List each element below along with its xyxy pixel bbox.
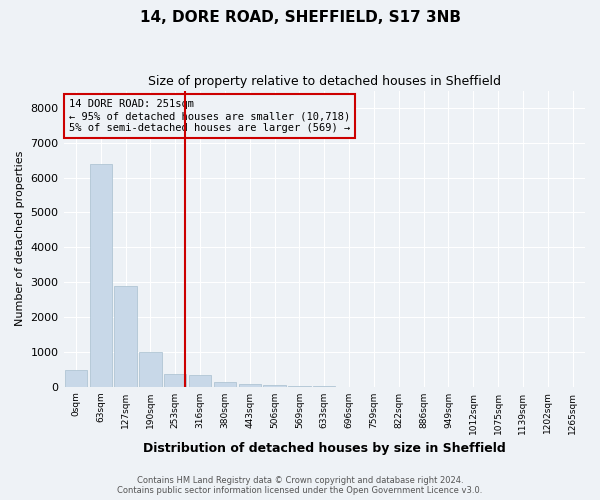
Bar bbox=[115, 286, 137, 386]
X-axis label: Distribution of detached houses by size in Sheffield: Distribution of detached houses by size … bbox=[143, 442, 506, 455]
Bar bbox=[263, 385, 286, 386]
Text: 14 DORE ROAD: 251sqm
← 95% of detached houses are smaller (10,718)
5% of semi-de: 14 DORE ROAD: 251sqm ← 95% of detached h… bbox=[69, 100, 350, 132]
Bar bbox=[214, 382, 236, 386]
Bar bbox=[164, 374, 187, 386]
Text: Contains HM Land Registry data © Crown copyright and database right 2024.
Contai: Contains HM Land Registry data © Crown c… bbox=[118, 476, 482, 495]
Bar bbox=[89, 164, 112, 386]
Y-axis label: Number of detached properties: Number of detached properties bbox=[15, 151, 25, 326]
Title: Size of property relative to detached houses in Sheffield: Size of property relative to detached ho… bbox=[148, 75, 501, 88]
Text: 14, DORE ROAD, SHEFFIELD, S17 3NB: 14, DORE ROAD, SHEFFIELD, S17 3NB bbox=[139, 10, 461, 25]
Bar bbox=[239, 384, 261, 386]
Bar bbox=[139, 352, 161, 386]
Bar bbox=[65, 370, 87, 386]
Bar bbox=[189, 375, 211, 386]
